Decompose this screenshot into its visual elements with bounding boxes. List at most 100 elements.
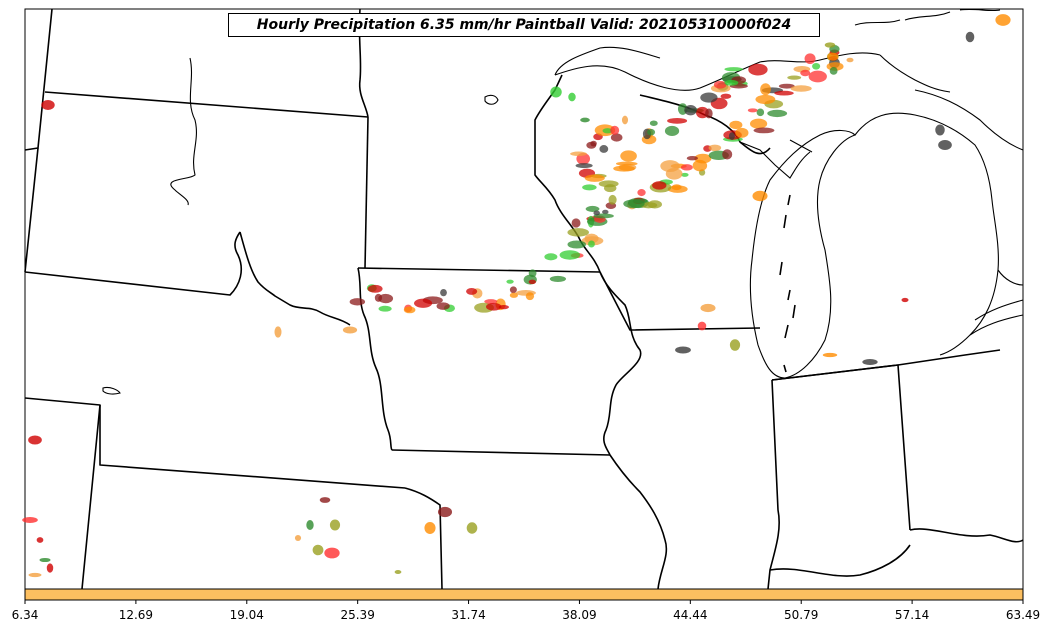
paintball-blob (664, 125, 680, 137)
paintball-blob (965, 31, 975, 43)
paintball-blob (671, 184, 682, 191)
paintball-blob (755, 94, 776, 105)
paintball-blob (319, 497, 331, 503)
paintball-blob (466, 288, 478, 295)
precipitation-paintballs (22, 14, 1011, 578)
paintball-blob (41, 100, 55, 110)
paintball-blob (593, 210, 600, 216)
paintball-blob (324, 547, 340, 559)
paintball-blob (567, 228, 589, 237)
paintball-blob (680, 164, 693, 171)
paintball-blob (708, 144, 722, 152)
paintball-blob (649, 120, 658, 126)
paintball-blob (660, 160, 680, 173)
paintball-blob (610, 125, 620, 135)
paintball-blob (549, 275, 567, 282)
paintball-blob (484, 299, 498, 304)
colorbar-tick-label: 19.04 (229, 608, 264, 622)
paintball-blob (615, 161, 638, 166)
paintball-blob (498, 305, 509, 310)
paintball-blob (700, 92, 718, 103)
paintball-blob (559, 250, 581, 260)
paintball-blob (720, 93, 732, 99)
paintball-blob (724, 67, 744, 72)
paintball-blob (590, 140, 597, 147)
paintball-blob (647, 200, 663, 209)
paintball-blob (588, 240, 595, 248)
paintball-blob (274, 326, 282, 338)
paintball-blob (747, 108, 758, 113)
paintball-blob (647, 128, 656, 136)
paintball-blob (306, 519, 314, 531)
paintball-blob (525, 292, 535, 301)
paintball-blob (466, 522, 478, 534)
paintball-blob (550, 86, 562, 98)
paintball-blob (729, 120, 743, 130)
paintball-blob (752, 190, 768, 202)
paintball-blob (901, 297, 909, 303)
paintball-blob (602, 209, 609, 215)
paintball-blob (509, 292, 518, 298)
paintball-blob (824, 42, 836, 48)
paintball-blob (568, 92, 576, 102)
paintball-blob (602, 128, 613, 134)
paintball-blob (700, 303, 716, 313)
paintball-blob (613, 165, 635, 172)
paintball-blob (621, 115, 629, 125)
paintball-blob (598, 180, 619, 188)
paintball-blob (804, 53, 816, 64)
paintball-blob (620, 150, 637, 162)
colorbar-tick-label: 44.44 (673, 608, 708, 622)
paintball-blob (46, 563, 54, 573)
paintball-blob (735, 127, 749, 138)
paintball-blob (424, 522, 436, 534)
paintball-blob (812, 62, 821, 70)
paintball-blob (684, 104, 697, 116)
paintball-blob (767, 109, 788, 118)
paintball-blob (378, 293, 394, 304)
paintball-blob (394, 569, 402, 575)
paintball-blob (774, 90, 794, 96)
paintball-blob (22, 517, 38, 523)
colorbar-tick-label: 31.74 (451, 608, 486, 622)
paintball-blob (485, 302, 502, 311)
paintball-blob (829, 66, 838, 75)
paintball-blob (808, 70, 827, 83)
colorbar-tick-label: 57.14 (894, 608, 930, 622)
paintball-blob (748, 63, 768, 76)
paintball-blob (599, 145, 609, 153)
paintball-blob (342, 326, 358, 334)
paintball-blob (367, 284, 383, 293)
paintball-blob (846, 57, 854, 63)
colorbar-tick-label: 12.69 (118, 608, 154, 622)
colorbar-tick-label: 50.79 (784, 608, 819, 622)
colorbar-ticks (24, 600, 1024, 604)
paintball-blob (938, 139, 952, 151)
paintball-blob (28, 572, 42, 578)
paintball-blob (632, 198, 648, 204)
paintball-blob (610, 133, 623, 142)
paintball-blob (722, 149, 733, 160)
paintball-blob (403, 306, 416, 314)
colorbar-tick-label: 38.09 (562, 608, 597, 622)
paintball-blob (705, 108, 713, 119)
paintball-blob (580, 117, 590, 123)
paintball-blob (800, 69, 811, 77)
paintball-blob (935, 124, 945, 136)
paintball-blob (528, 279, 536, 285)
paintball-blob (756, 108, 765, 117)
paintball-blob (675, 346, 691, 354)
paintball-blob (39, 557, 51, 563)
paintball-blob (585, 205, 600, 212)
paintball-blob (729, 339, 741, 351)
paintball-blob (329, 519, 341, 531)
paintball-blob (637, 189, 646, 197)
paintball-blob (28, 435, 42, 445)
map-frame (24, 8, 1024, 590)
paintball-blob (608, 194, 617, 205)
paintball-blob (749, 118, 768, 129)
paintball-blob (414, 298, 433, 308)
paintball-blob (506, 279, 514, 284)
lake-michigan-dashes (779, 194, 796, 373)
paintball-blob (575, 163, 593, 169)
